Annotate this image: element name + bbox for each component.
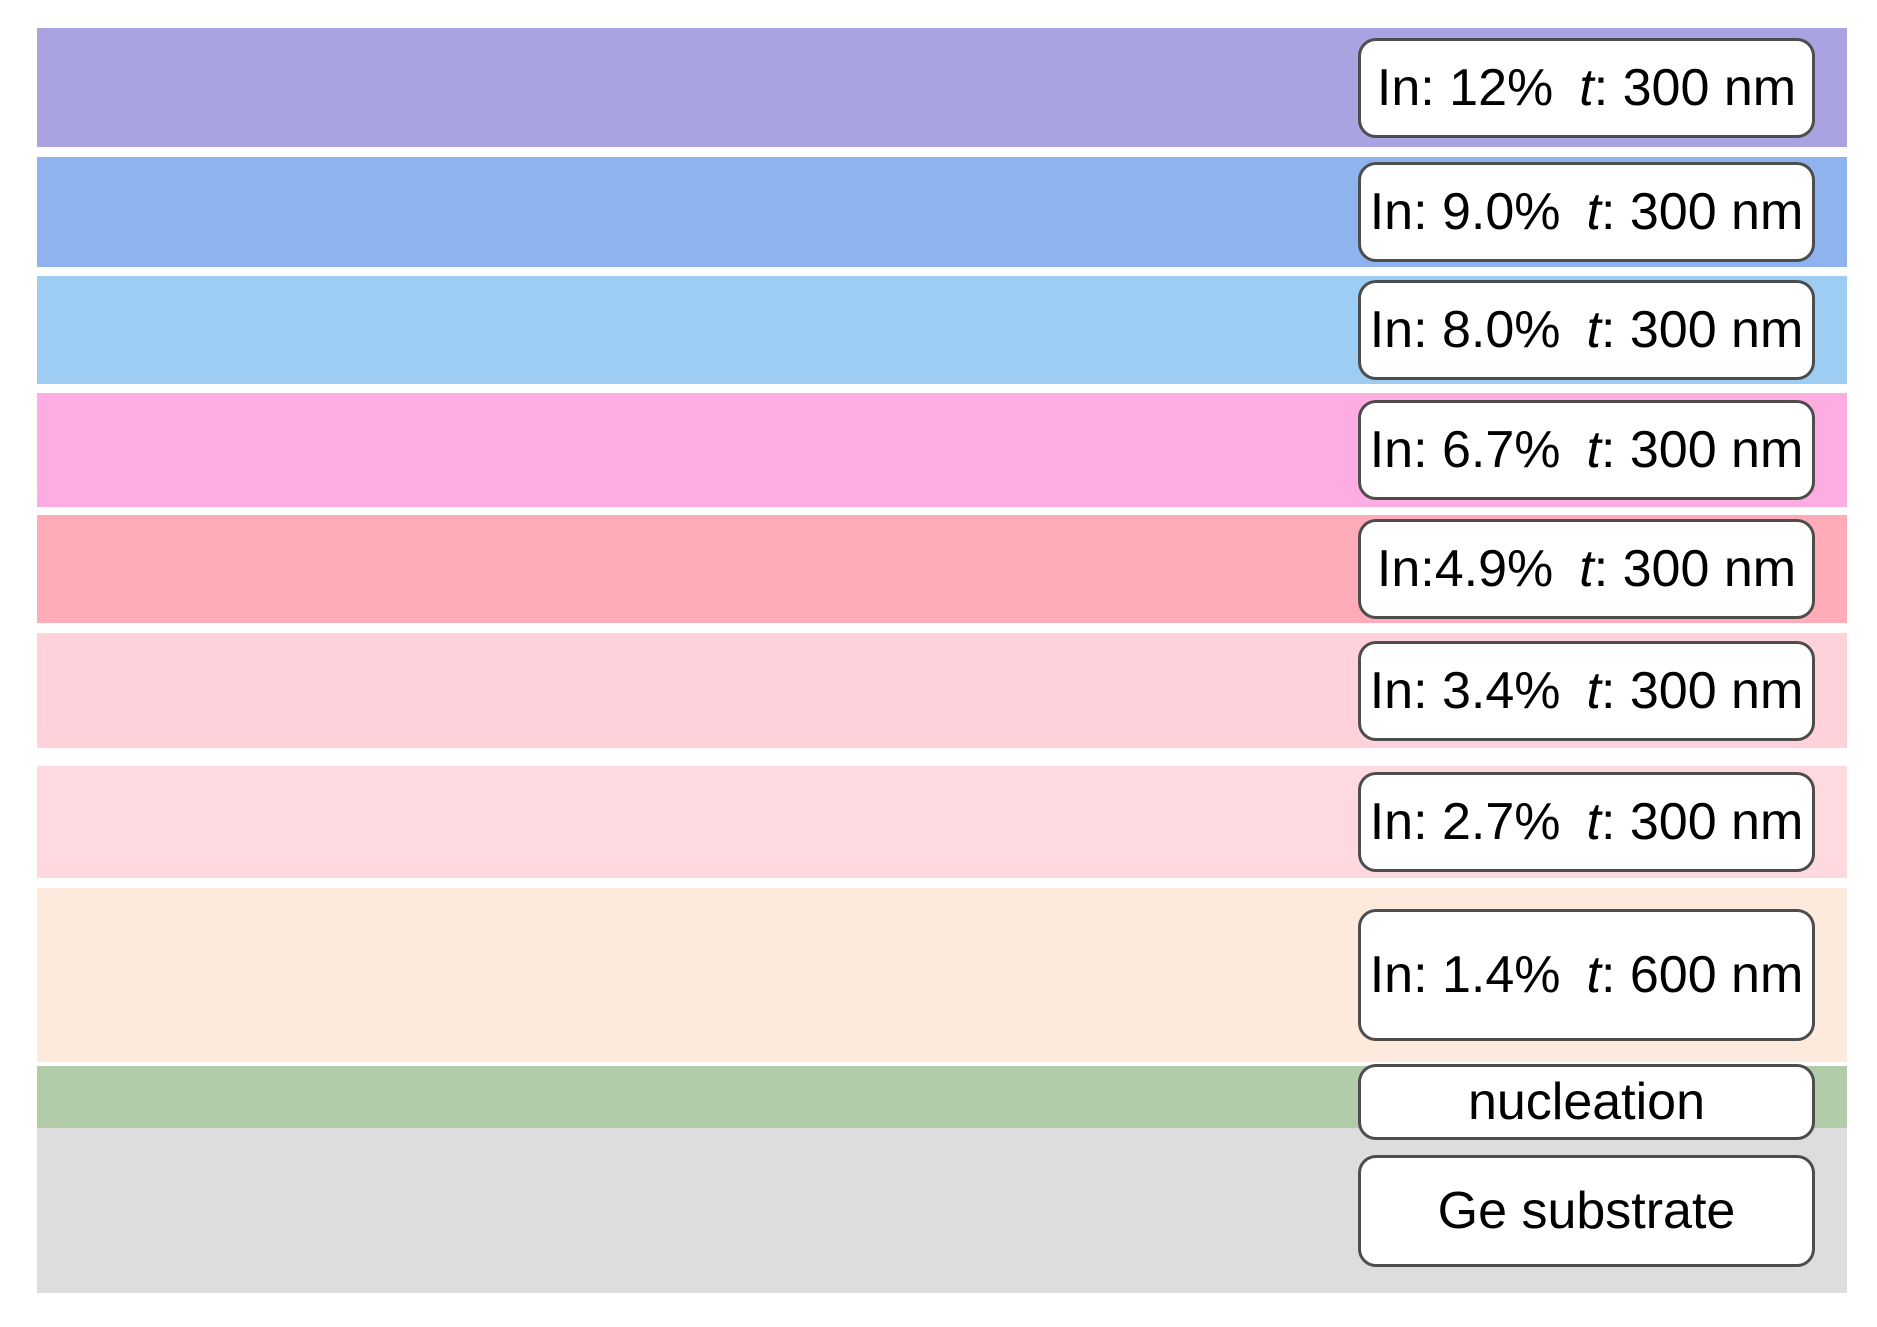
- thickness-symbol: t: [1586, 183, 1601, 241]
- thickness-value-text: : 600 nm: [1600, 946, 1804, 1004]
- layer-bar-in-12: In: 12% t: 300 nm: [37, 28, 1847, 147]
- thickness-value-text: : 300 nm: [1600, 301, 1804, 359]
- indium-content-text: In: 1.4%: [1369, 946, 1561, 1004]
- indium-content-text: In:4.9%: [1376, 540, 1554, 598]
- indium-content-text: In: 8.0%: [1369, 301, 1561, 359]
- thickness-symbol: t: [1586, 661, 1601, 720]
- thickness-value-text: : 300 nm: [1600, 183, 1804, 241]
- thickness-value-text: : 300 nm: [1600, 661, 1804, 720]
- layer-label-box-in-12: In: 12% t: 300 nm: [1358, 37, 1815, 138]
- thickness-symbol: t: [1586, 946, 1601, 1004]
- thickness-value-text: : 300 nm: [1600, 421, 1804, 479]
- layer-bar-ge-substrate: Ge substrate: [37, 1128, 1847, 1293]
- layer-label-box-ge-substrate: Ge substrate: [1358, 1154, 1815, 1267]
- layer-bar-in-4-9: In:4.9% t: 300 nm: [37, 515, 1847, 623]
- substrate-label-text: Ge substrate: [1437, 1181, 1736, 1240]
- layer-label-box-in-1-4: In: 1.4% t: 600 nm: [1358, 909, 1815, 1041]
- layer-bar-in-2-7: In: 2.7% t: 300 nm: [37, 766, 1847, 878]
- thickness-symbol: t: [1579, 540, 1594, 598]
- layer-label-box-in-6-7: In: 6.7% t: 300 nm: [1358, 400, 1815, 500]
- layer-label-box-in-4-9: In:4.9% t: 300 nm: [1358, 519, 1815, 619]
- indium-content-text: In: 12%: [1376, 58, 1554, 117]
- layer-bar-in-9-0: In: 9.0% t: 300 nm: [37, 157, 1847, 267]
- layer-bar-in-6-7: In: 6.7% t: 300 nm: [37, 393, 1847, 507]
- layer-bar-in-8-0: In: 8.0% t: 300 nm: [37, 276, 1847, 384]
- layer-bar-in-3-4: In: 3.4% t: 300 nm: [37, 633, 1847, 748]
- layer-bar-nucleation: nucleation: [37, 1064, 1847, 1140]
- thickness-value-text: : 300 nm: [1593, 540, 1797, 598]
- thickness-value-text: : 300 nm: [1600, 793, 1804, 851]
- thickness-symbol: t: [1579, 58, 1594, 117]
- layer-label-box-nucleation: nucleation: [1358, 1064, 1815, 1140]
- thickness-symbol: t: [1586, 421, 1601, 479]
- layer-bar-in-1-4: In: 1.4% t: 600 nm: [37, 888, 1847, 1062]
- thickness-symbol: t: [1586, 793, 1601, 851]
- layer-label-box-in-9-0: In: 9.0% t: 300 nm: [1358, 162, 1815, 262]
- indium-content-text: In: 9.0%: [1369, 183, 1561, 241]
- indium-content-text: In: 2.7%: [1369, 793, 1561, 851]
- nucleation-label-text: nucleation: [1467, 1073, 1706, 1131]
- thickness-value-text: : 300 nm: [1593, 58, 1797, 117]
- layer-label-box-in-8-0: In: 8.0% t: 300 nm: [1358, 280, 1815, 380]
- layer-label-box-in-3-4: In: 3.4% t: 300 nm: [1358, 640, 1815, 741]
- layer-label-box-in-2-7: In: 2.7% t: 300 nm: [1358, 772, 1815, 872]
- thickness-symbol: t: [1586, 301, 1601, 359]
- indium-content-text: In: 6.7%: [1369, 421, 1561, 479]
- indium-content-text: In: 3.4%: [1369, 661, 1561, 720]
